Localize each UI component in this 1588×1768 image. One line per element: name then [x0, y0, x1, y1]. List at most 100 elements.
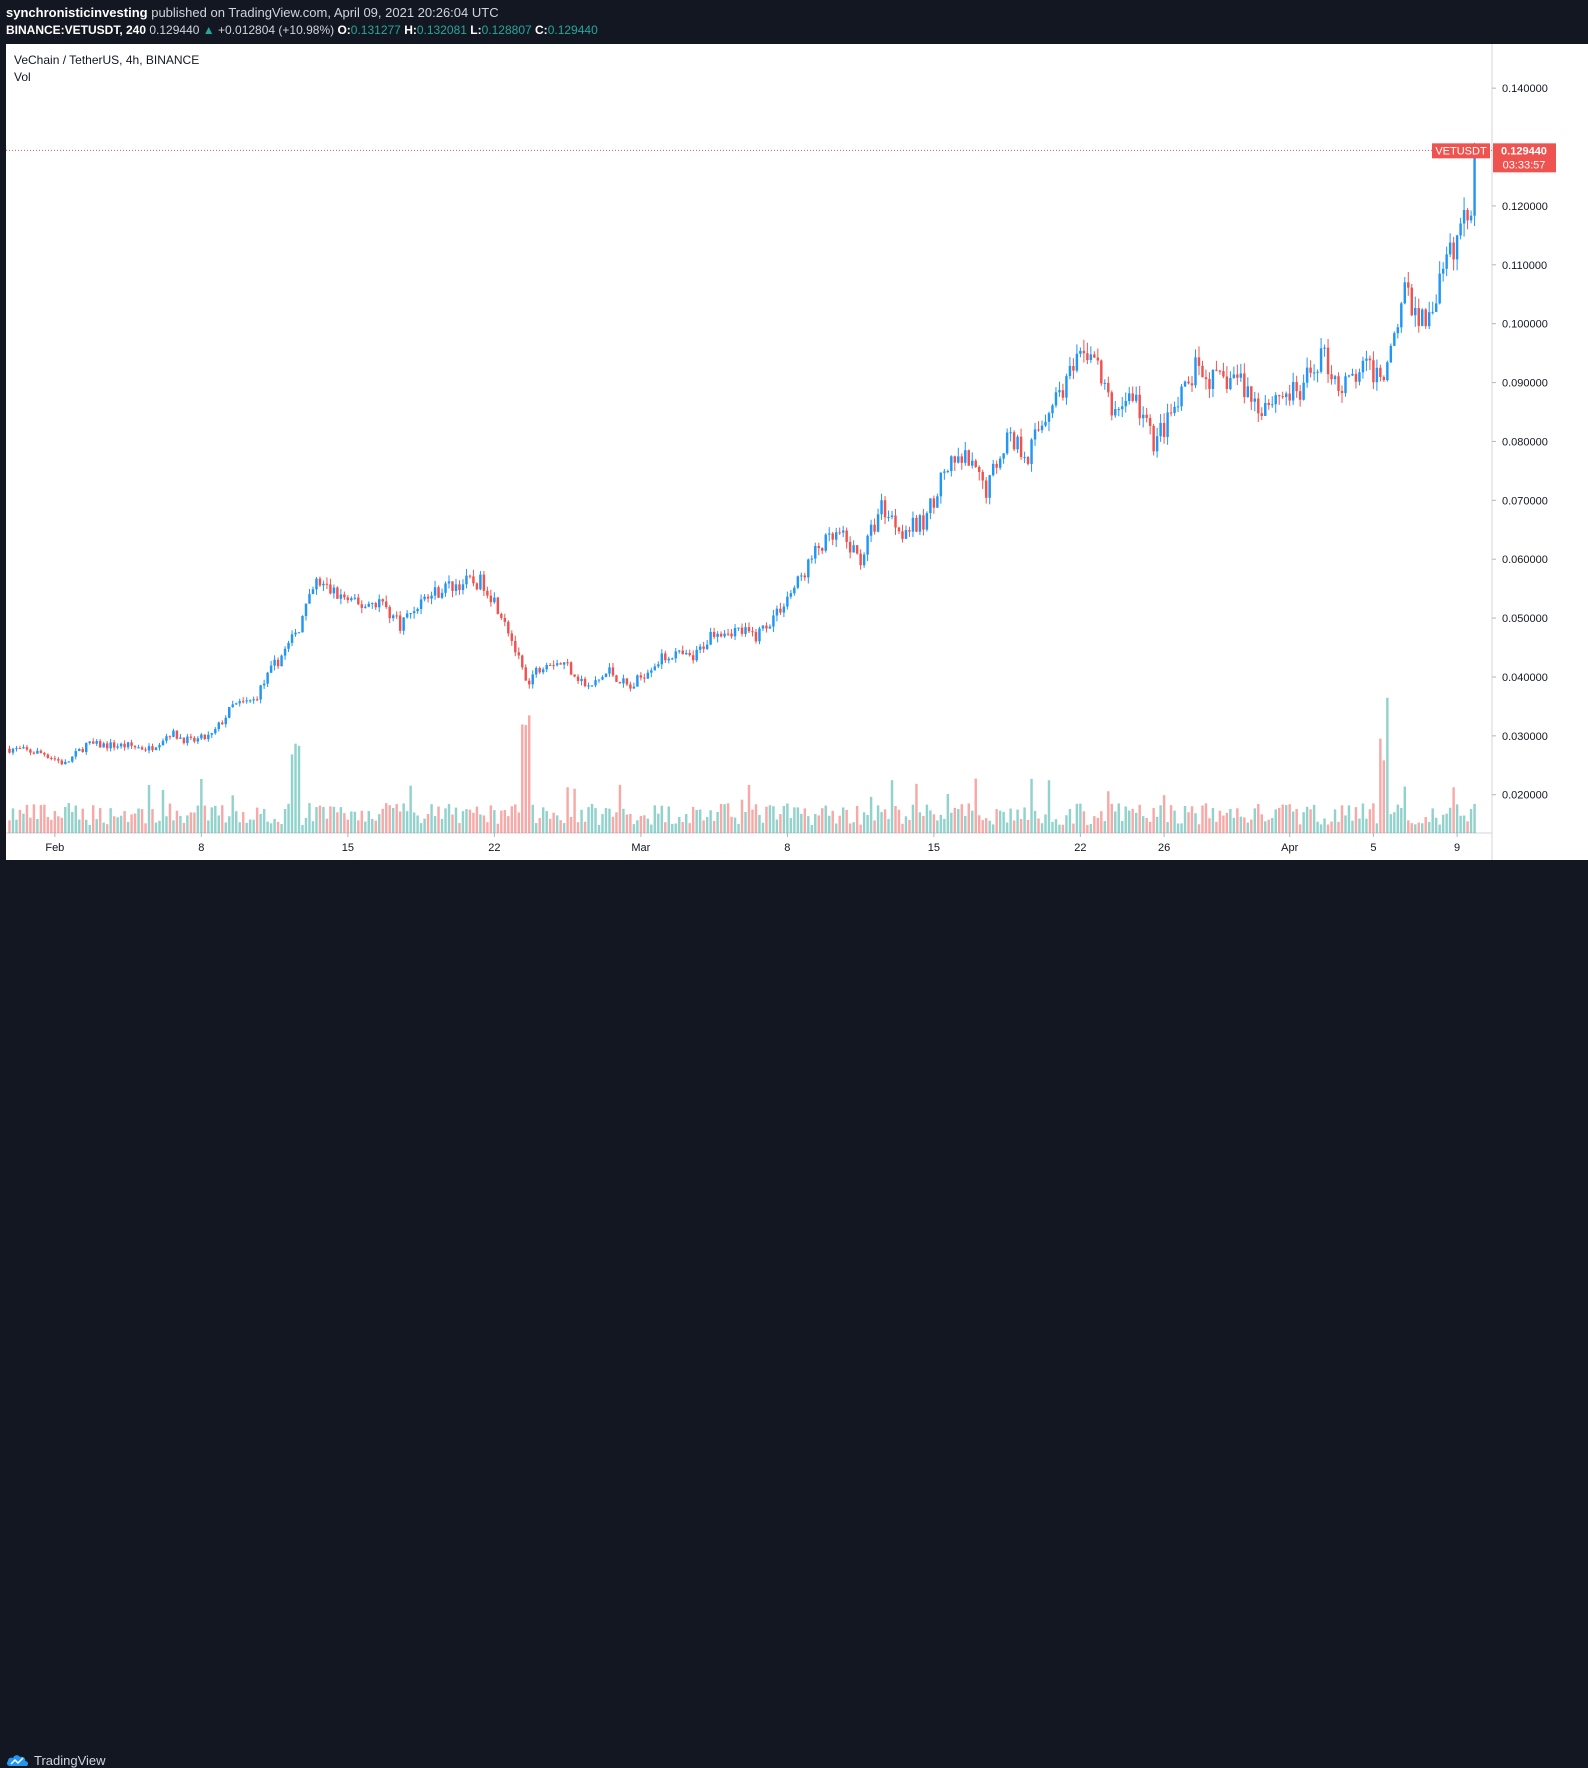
author-name[interactable]: synchronisticinvesting: [6, 5, 148, 20]
candle-body: [126, 742, 130, 748]
volume-bar: [1250, 819, 1253, 833]
volume-bar: [18, 809, 22, 833]
candle-body: [1232, 374, 1236, 378]
candle-body: [1330, 374, 1333, 380]
candle-body: [1410, 287, 1413, 316]
candle-body: [643, 677, 646, 679]
candle-body: [1204, 377, 1208, 380]
volume-bar: [1033, 810, 1037, 833]
volume-bar: [876, 805, 880, 833]
candle-body: [238, 701, 241, 704]
candle-body: [109, 742, 112, 749]
volume-bar: [203, 805, 207, 833]
volume-bar: [1037, 818, 1040, 833]
candle-body: [479, 574, 482, 590]
candle-body: [461, 584, 465, 591]
candle-body: [576, 676, 580, 682]
candle-body: [426, 596, 430, 599]
candle-body: [290, 634, 294, 643]
volume-bar: [11, 808, 15, 833]
volume-bar: [845, 809, 848, 833]
candle-body: [32, 752, 36, 754]
volume-bar: [953, 807, 957, 833]
volume-bar: [1075, 803, 1079, 833]
volume-bar: [841, 807, 845, 833]
volume-bar: [723, 804, 726, 833]
candle-body: [615, 675, 618, 682]
volume-bar: [454, 807, 458, 833]
candle-body: [8, 748, 11, 753]
volume-bar: [1326, 824, 1330, 833]
candle-body: [1400, 303, 1403, 328]
candle-body: [1260, 413, 1263, 416]
volume-bar: [262, 809, 266, 833]
volume-bar: [1019, 818, 1023, 833]
volume-bar: [1138, 804, 1141, 833]
volume-bar: [1281, 804, 1284, 833]
volume-bar: [1452, 787, 1455, 833]
volume-bar: [1445, 813, 1448, 833]
price-chart[interactable]: 0.020000 0.030000 0.040000 0.050000 0.060000…: [0, 44, 1588, 872]
candle-body: [91, 741, 95, 744]
volume-bar: [343, 813, 346, 833]
volume-bar: [475, 806, 479, 833]
candle-body: [646, 672, 650, 679]
volume-bar: [1393, 812, 1396, 833]
tradingview-brand[interactable]: TradingView: [34, 1753, 106, 1768]
time-tick-label: 8: [784, 842, 790, 854]
volume-bar: [1417, 822, 1420, 833]
volume-bar: [1257, 803, 1260, 833]
volume-bar: [716, 811, 719, 833]
volume-bar: [151, 809, 154, 833]
volume-bar: [1127, 810, 1131, 833]
volume-bar: [747, 784, 751, 833]
candles: [8, 142, 1476, 766]
candle-body: [831, 533, 834, 540]
candle-body: [918, 515, 922, 532]
volume-bar: [1375, 823, 1379, 833]
volume-bar: [925, 804, 929, 833]
candle-body: [545, 664, 548, 670]
volume-bar: [988, 820, 991, 833]
candle-body: [1037, 429, 1040, 431]
volume-bar: [1319, 824, 1323, 833]
candle-body: [974, 460, 977, 467]
volume-bar: [1096, 817, 1100, 833]
volume-bar: [981, 820, 984, 833]
volume-bar: [1058, 824, 1061, 833]
candle-body: [39, 750, 43, 753]
candle-body: [353, 597, 357, 599]
price-axis[interactable]: [1492, 44, 1588, 860]
candle-body: [887, 516, 890, 518]
volume-bar: [1455, 804, 1459, 833]
volume-bar: [116, 817, 119, 833]
volume-bar: [984, 818, 988, 833]
candle-body: [988, 475, 991, 498]
candle-body: [580, 678, 583, 682]
volume-bar: [1274, 809, 1277, 833]
candle-body: [1079, 350, 1082, 354]
volume-bar: [46, 816, 50, 833]
candle-body: [1438, 273, 1441, 304]
candle-body: [538, 668, 541, 673]
volume-bar: [1309, 809, 1312, 833]
volume-bar: [901, 823, 904, 833]
candle-body: [357, 597, 360, 605]
candle-body: [943, 471, 946, 473]
candle-body: [1162, 422, 1166, 437]
symbol-label: BINANCE:VETUSDT, 240: [6, 23, 147, 37]
candle-body: [1316, 371, 1319, 373]
candle-body: [660, 653, 664, 665]
candle-body: [1166, 412, 1169, 437]
candle-body: [350, 598, 353, 601]
volume-bar: [904, 816, 908, 833]
tradingview-cloud-icon[interactable]: [6, 1753, 30, 1767]
candle-body: [1295, 382, 1298, 392]
volume-bar: [276, 821, 280, 833]
volume-bar: [943, 818, 946, 833]
candle-body: [911, 517, 915, 532]
candle-body: [730, 633, 733, 637]
high-label: H:: [404, 23, 417, 37]
candle-body: [228, 707, 231, 718]
volume-bar: [419, 823, 423, 833]
